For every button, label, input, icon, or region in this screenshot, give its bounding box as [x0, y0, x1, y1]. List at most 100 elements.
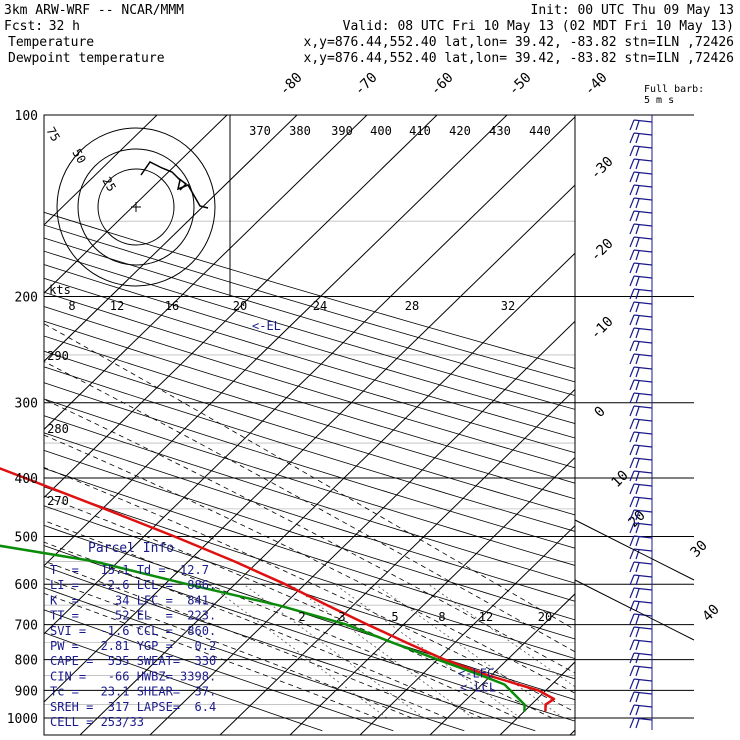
wind-barb-flag	[635, 185, 640, 196]
isotherm-line	[289, 456, 575, 735]
dry-adiabat	[44, 306, 575, 469]
wind-barb-flag	[629, 210, 635, 222]
wind-barb-shaft	[633, 184, 653, 188]
pressure-label: 600	[15, 578, 38, 593]
isotherm-label: -80	[277, 70, 306, 99]
wind-barb-shaft	[633, 613, 653, 617]
wind-barb-shaft	[633, 197, 653, 201]
wind-barb-flag	[629, 184, 635, 196]
isotherm-label: -30	[588, 154, 617, 183]
wind-barb-flag	[629, 314, 635, 326]
wind-barb-flag	[629, 600, 635, 612]
wind-barb-shaft	[633, 600, 653, 604]
dry-adiabat	[44, 211, 575, 369]
init-time: Init: 00 UTC Thu 09 May 13	[531, 3, 735, 18]
wind-scale-label: 24	[313, 299, 327, 313]
wind-barb-flag	[629, 691, 635, 703]
wind-barb-shaft	[633, 626, 653, 630]
wind-barb-flag	[635, 250, 640, 261]
wind-barb-shaft	[633, 314, 653, 318]
wind-barb-shaft	[633, 353, 653, 357]
wind-barb-flag	[629, 327, 635, 339]
isotherm-label: -20	[588, 236, 617, 265]
dry-adiabat	[44, 350, 575, 516]
parcel-info-row: K = 34 LFC = 841.	[50, 593, 216, 607]
wind-barb-flag	[635, 172, 640, 183]
wind-barb-shaft	[633, 665, 653, 669]
dry-adiabat	[44, 277, 575, 439]
theta-label-left: 270	[47, 494, 69, 508]
grid-layer	[43, 114, 694, 736]
wind-barb-flag	[629, 548, 635, 560]
series-temperature-line	[0, 467, 556, 712]
hodograph: 75 50 25	[43, 125, 216, 287]
hodograph-ring-label: 25	[99, 175, 118, 195]
isotherm-line	[44, 115, 438, 499]
wind-barb-flag	[629, 275, 635, 287]
wind-barb-flag	[629, 509, 635, 521]
wind-barb-flag	[635, 471, 640, 482]
wind-barb-flag	[635, 575, 640, 586]
pressure-label: 300	[15, 397, 38, 412]
parcel-info-row: CIN = -66 HWBZ= 3398.	[50, 669, 216, 683]
hodograph-trace	[140, 161, 209, 209]
wind-scale-line	[574, 519, 695, 581]
dry-adiabat	[44, 291, 575, 454]
wind-barb-flag	[629, 587, 635, 599]
wind-barb-flag	[629, 366, 635, 378]
wind-barb-flag	[629, 132, 635, 144]
wind-barb-flag	[635, 432, 640, 443]
theta-label-left: 290	[47, 349, 69, 363]
wind-barb-flag	[635, 406, 640, 417]
dewpoint-location: x,y=876.44,552.40 lat,lon= 39.42, -83.82…	[304, 51, 734, 66]
theta-label: 440	[529, 124, 551, 138]
isotherm-line	[44, 115, 158, 226]
wind-barb-shaft	[633, 262, 653, 266]
wind-barb-shaft	[633, 678, 653, 682]
isotherm-line	[149, 320, 575, 735]
mixing-ratio-label: 2	[298, 610, 305, 624]
wind-barb-flag	[635, 588, 640, 599]
hodograph-ring	[56, 127, 216, 287]
wind-barb-flag	[629, 301, 635, 313]
wind-barb-flag	[629, 158, 635, 170]
parcel-info-row: T = 15.1 Td = 12.7	[50, 563, 209, 577]
wind-barb-flag	[635, 445, 640, 456]
wind-barb-shaft	[633, 470, 653, 474]
wind-barb-flag	[635, 601, 640, 612]
wind-barb-shaft	[633, 392, 653, 396]
isotherm-label: -50	[506, 70, 535, 99]
wind-barb-flag	[629, 262, 635, 274]
wind-barb-flag	[635, 497, 640, 508]
pressure-label: 1000	[7, 712, 38, 727]
wind-barb-flag	[635, 211, 640, 222]
wind-barb-flag	[635, 666, 640, 677]
isotherm-line	[44, 115, 228, 294]
pressure-label: 500	[15, 530, 38, 545]
parcel-info-row: Tc = 23.1 SHEAR= 37.	[50, 685, 216, 699]
dry-adiabat	[44, 224, 575, 383]
parcel-info-box: Parcel Info T = 15.1 Td = 12.7LI = -2.6 …	[50, 541, 216, 729]
dry-adiabat	[44, 545, 575, 722]
wind-barb-shaft	[633, 301, 653, 305]
mixing-ratio-label: 3	[338, 610, 345, 624]
hodograph-ring-label: 50	[69, 147, 88, 167]
wind-barb-shaft	[633, 288, 653, 292]
wind-barb-flag	[635, 263, 640, 274]
pressure-label: 700	[15, 619, 38, 634]
wind-barb-shaft	[633, 405, 653, 409]
wind-barb-flag	[629, 340, 635, 352]
pressure-label: 800	[15, 654, 38, 669]
dry-adiabat	[44, 449, 575, 621]
theta-label: 420	[449, 124, 471, 138]
wind-barb-flag	[635, 289, 640, 300]
mixing-ratio-label: 8	[438, 610, 445, 624]
wind-legend-line2: 5 m s	[644, 95, 674, 106]
wind-barb-flag	[629, 223, 635, 235]
wind-barb-flag	[629, 379, 635, 391]
parcel-info-row: CELL = 253/33	[50, 715, 144, 729]
wind-barb-flag	[635, 562, 640, 573]
moist-adiabat	[44, 495, 553, 719]
wind-barb-shaft	[633, 223, 653, 227]
isotherm-label: 10	[609, 468, 632, 491]
